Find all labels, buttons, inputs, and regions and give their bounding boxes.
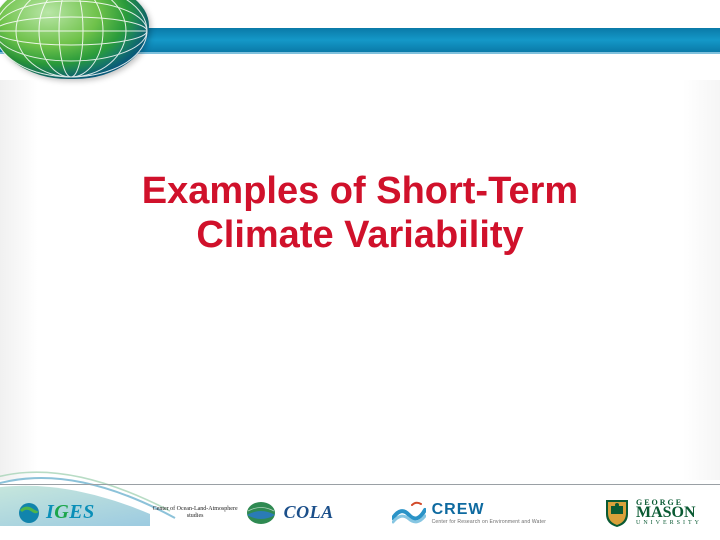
mason-line3: UNIVERSITY xyxy=(636,521,702,526)
slide-title: Examples of Short-Term Climate Variabili… xyxy=(0,170,720,257)
crew-wave-icon xyxy=(392,500,426,526)
crew-sub: Center for Research on Environment and W… xyxy=(432,519,547,525)
crew-logo: CREW Center for Research on Environment … xyxy=(392,500,547,526)
cola-text: COLA xyxy=(284,502,334,523)
right-shadow xyxy=(678,80,720,480)
cola-earth-icon xyxy=(246,501,276,525)
footer-logos: IGES Center of Ocean-Land-Atmosphere stu… xyxy=(0,485,720,540)
cola-caption: Center of Ocean-Land-Atmosphere studies xyxy=(153,506,238,519)
globe-decoration xyxy=(0,0,149,79)
title-line-1: Examples of Short-Term xyxy=(0,170,720,214)
iges-es: ES xyxy=(69,501,94,523)
crew-text: CREW xyxy=(432,501,547,519)
iges-g: G xyxy=(54,501,69,523)
mason-shield-icon xyxy=(604,498,630,528)
slide: Examples of Short-Term Climate Variabili… xyxy=(0,0,720,540)
title-line-2: Climate Variability xyxy=(0,214,720,258)
mason-label: GEORGE MASON UNIVERSITY xyxy=(636,499,702,526)
mason-line2: MASON xyxy=(636,506,702,520)
globe-icon xyxy=(0,0,149,79)
iges-globe-icon xyxy=(18,502,40,524)
iges-logo: IGES xyxy=(18,501,95,524)
iges-text: IGES xyxy=(46,501,95,524)
crew-label: CREW Center for Research on Environment … xyxy=(432,501,547,525)
cola-logo: Center of Ocean-Land-Atmosphere studies … xyxy=(153,501,334,525)
mason-logo: GEORGE MASON UNIVERSITY xyxy=(604,498,702,528)
left-shadow xyxy=(0,80,42,480)
